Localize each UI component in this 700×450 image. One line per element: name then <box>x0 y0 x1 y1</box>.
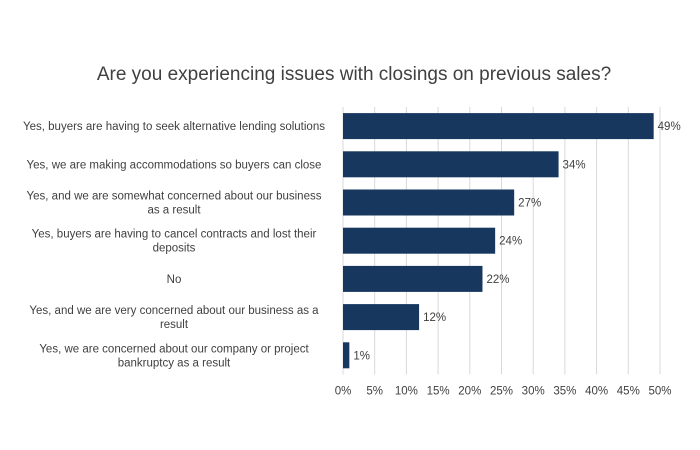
bar <box>343 342 350 369</box>
category-label-line: Yes, we are concerned about our company … <box>39 343 309 355</box>
x-axis: 0% 5% 10% 15% 20% 25% 30% 35% 40% 45% 50% <box>335 385 672 397</box>
x-tick-label: 20% <box>458 385 481 397</box>
x-tick-label: 45% <box>617 385 640 397</box>
data-label: 24% <box>499 236 522 248</box>
chart-title: Are you experiencing issues with closing… <box>97 64 611 85</box>
category-label-line: deposits <box>153 243 196 255</box>
data-label: 22% <box>486 274 509 286</box>
bar <box>343 304 420 331</box>
data-label: 34% <box>563 159 586 171</box>
x-tick-label: 40% <box>585 385 608 397</box>
x-tick-label: 25% <box>490 385 513 397</box>
bar <box>343 227 496 254</box>
data-label: 27% <box>518 198 541 210</box>
category-label: Yes, buyers are having to cancel contrac… <box>32 229 317 255</box>
bars <box>343 113 654 369</box>
bar <box>343 151 559 178</box>
category-label: Yes, and we are somewhat concerned about… <box>27 191 322 217</box>
category-label-line: as a result <box>147 205 201 217</box>
x-tick-label: 5% <box>366 385 383 397</box>
x-tick-label: 15% <box>427 385 450 397</box>
data-label: 12% <box>423 312 446 324</box>
category-label-line: Yes, buyers are having to seek alternati… <box>23 121 325 133</box>
category-label-line: bankruptcy as a result <box>118 357 231 369</box>
data-label: 49% <box>658 121 681 133</box>
x-tick-label: 35% <box>553 385 576 397</box>
category-label: Yes, buyers are having to seek alternati… <box>23 121 325 133</box>
category-labels: Yes, buyers are having to seek alternati… <box>23 121 325 369</box>
x-tick-label: 30% <box>522 385 545 397</box>
bar <box>343 265 483 292</box>
category-label: Yes, we are concerned about our company … <box>39 343 309 369</box>
x-tick-label: 10% <box>395 385 418 397</box>
category-label-line: No <box>167 274 182 286</box>
category-label-line: Yes, buyers are having to cancel contrac… <box>32 229 317 241</box>
category-label-line: Yes, and we are somewhat concerned about… <box>27 191 322 203</box>
x-tick-label: 0% <box>335 385 352 397</box>
bar <box>343 189 515 216</box>
category-label-line: result <box>160 319 189 331</box>
category-label-line: Yes, and we are very concerned about our… <box>29 305 319 317</box>
category-label: No <box>167 274 182 286</box>
data-label: 1% <box>353 350 370 362</box>
category-label: Yes, and we are very concerned about our… <box>29 305 319 331</box>
category-label: Yes, we are making accommodations so buy… <box>27 159 322 171</box>
category-label-line: Yes, we are making accommodations so buy… <box>27 159 322 171</box>
bar <box>343 113 654 140</box>
data-labels: 49% 34% 27% 24% 22% 12% 1% <box>353 121 680 362</box>
x-tick-label: 50% <box>648 385 671 397</box>
